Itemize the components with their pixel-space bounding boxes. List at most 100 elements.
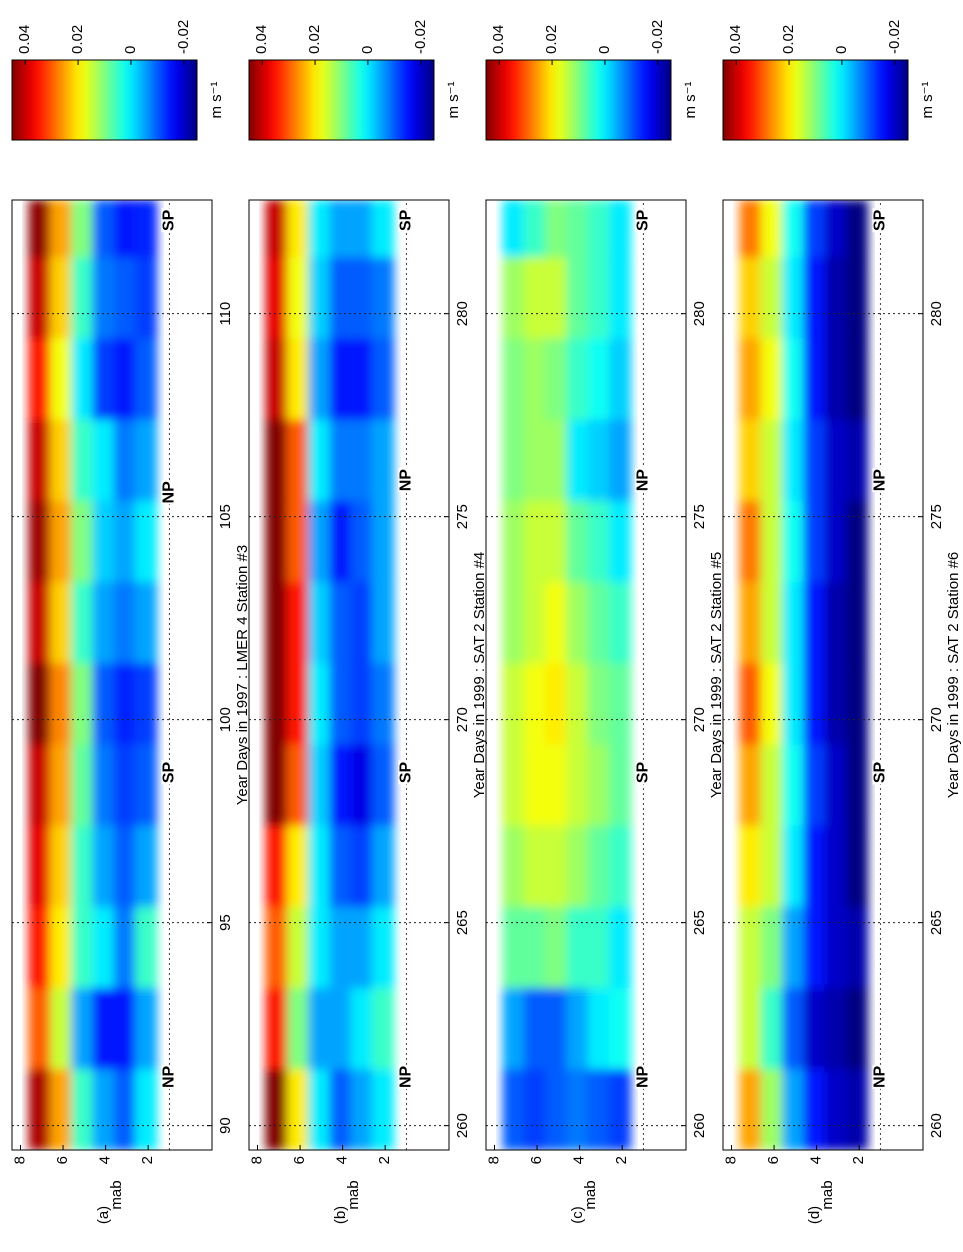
heatmap-cell (286, 337, 310, 420)
heatmap-cell (28, 499, 51, 583)
annotation-bg (635, 760, 652, 785)
heatmap-cell (502, 581, 525, 664)
y-axis-label: mab (819, 1180, 836, 1209)
heatmap-cell (502, 256, 525, 339)
heatmap-cell (113, 337, 136, 420)
heatmap-cell (113, 743, 136, 826)
heatmap-cell (566, 418, 589, 501)
heatmap-cell (329, 256, 352, 339)
annotation: SP (161, 209, 178, 231)
heatmap-cell (308, 499, 331, 583)
heatmap-cell (28, 905, 51, 989)
heatmap-cell (134, 743, 158, 826)
heatmap-cell (587, 1068, 610, 1150)
heatmap-cell (502, 824, 525, 907)
heatmap-cell (113, 418, 136, 501)
heatmap-cell (308, 1068, 331, 1150)
panel: 260 265 270 275 280 2 4 6 8 NP SP NP SP Year Days in … (248, 20, 487, 1224)
heatmap-cell (350, 1068, 373, 1150)
x-tick-label: 100 (217, 707, 234, 732)
heatmap-cell (134, 418, 158, 501)
heatmap-cell (803, 337, 826, 420)
heatmap-cell (329, 418, 352, 501)
y-tick-label: 6 (54, 1156, 71, 1164)
heatmap-cell (265, 905, 288, 989)
panel: 90 95 100 105 110 2 4 6 8 NP SP NP SP Year Days in 19… (11, 20, 250, 1224)
heatmap-cell (28, 200, 51, 258)
annotation: SP (635, 761, 652, 783)
heatmap-cell (49, 499, 73, 583)
heatmap-cell (371, 418, 395, 501)
y-tick-label: 6 (765, 1156, 782, 1164)
heatmap-cell (113, 200, 136, 258)
heatmap-cell (265, 987, 288, 1070)
heatmap-cell (845, 1068, 869, 1150)
heatmap-cell (286, 256, 310, 339)
heatmap-cell (523, 743, 547, 826)
x-tick-label: 90 (217, 1117, 234, 1134)
heatmap-cell (739, 581, 762, 664)
heatmap-cell (92, 581, 115, 664)
heatmap-cell (28, 581, 51, 664)
heatmap-cell (845, 905, 869, 989)
heatmap-cell (608, 499, 632, 583)
heatmap-cell (824, 337, 847, 420)
heatmap-cell (523, 256, 547, 339)
heatmap-cell (28, 1068, 51, 1150)
annotation: NP (398, 1065, 415, 1088)
heatmap-cell (523, 1068, 547, 1150)
heatmap-cell (265, 256, 288, 339)
heatmap-cell (803, 581, 826, 664)
heatmap-cell (545, 662, 568, 745)
heatmap-cell (502, 200, 525, 258)
x-axis-label: Year Days in 1999 : SAT 2 Station #4 (471, 552, 488, 799)
heatmap-cell (286, 987, 310, 1070)
heatmap-cell (760, 499, 784, 583)
heatmap-cell (71, 1068, 94, 1150)
heatmap-cell (134, 499, 158, 583)
colorbar-label: m s⁻¹ (919, 81, 936, 118)
y-axis-label: mab (345, 1180, 362, 1209)
x-tick-label: 275 (928, 504, 945, 529)
colorbar-tick-label: 0.02 (69, 25, 86, 54)
heatmap-cell (608, 662, 632, 745)
heatmap-cell (739, 905, 762, 989)
heatmap-cell (782, 905, 805, 989)
heatmap-cell (845, 418, 869, 501)
heatmap-cell (329, 824, 352, 907)
annotation: NP (161, 1065, 178, 1088)
heatmap-cell (286, 418, 310, 501)
rotated-figure: 90 95 100 105 110 2 4 6 8 NP SP NP SP Year Days in 19… (11, 20, 961, 1224)
heatmap-cell (92, 1068, 115, 1150)
heatmap-cell (350, 337, 373, 420)
heatmap-cell (824, 905, 847, 989)
heatmap-cell (113, 987, 136, 1070)
heatmap-cell (782, 256, 805, 339)
heatmap-cell (371, 824, 395, 907)
heatmap-cell (308, 337, 331, 420)
heatmap-cell (587, 662, 610, 745)
heatmap-cell (28, 824, 51, 907)
heatmap-cell (350, 743, 373, 826)
heatmap-cell (523, 662, 547, 745)
x-axis-label: Year Days in 1999 : SAT 2 Station #5 (708, 552, 725, 799)
heatmap-cell (134, 987, 158, 1070)
heatmap-cell (134, 256, 158, 339)
heatmap-cell (308, 987, 331, 1070)
x-tick-label: 265 (454, 910, 471, 935)
x-tick-label: 270 (454, 707, 471, 732)
heatmap-cell (566, 337, 589, 420)
y-tick-label: 2 (613, 1156, 630, 1164)
heatmap-cell (782, 581, 805, 664)
y-tick-label: 2 (850, 1156, 867, 1164)
heatmap-cell (71, 743, 94, 826)
heatmap-cell (545, 824, 568, 907)
heatmap-cell (845, 824, 869, 907)
heatmap-cell (824, 499, 847, 583)
heatmap-cell (523, 418, 547, 501)
colorbar (485, 59, 672, 141)
heatmap-cell (49, 662, 73, 745)
heatmap-cells (502, 200, 632, 1150)
heatmap-cell (523, 581, 547, 664)
heatmap-cell (49, 905, 73, 989)
